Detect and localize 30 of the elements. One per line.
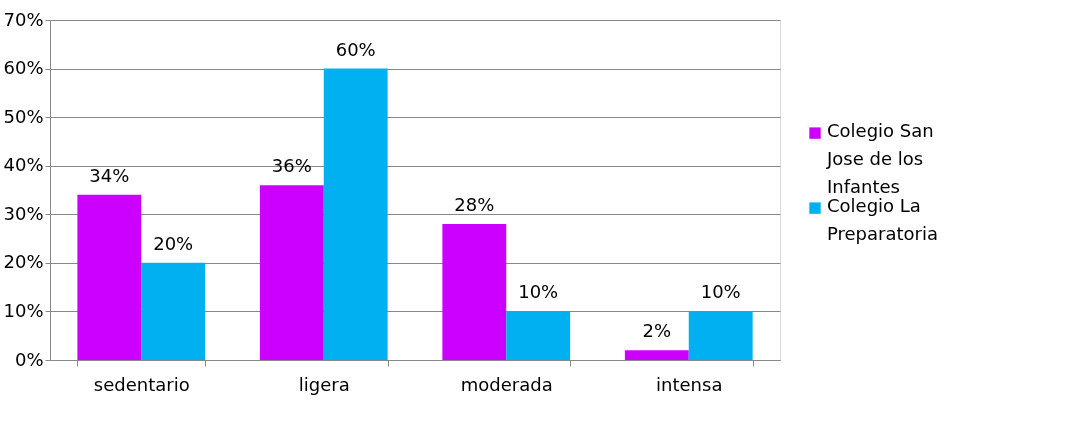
data-label: 10% [518,281,559,303]
data-label: 10% [700,281,741,303]
y-tick-label: 50% [3,105,44,127]
y-tick-label: 0% [14,348,44,370]
bar [506,311,571,360]
y-tick-label: 60% [3,57,44,79]
data-label: 20% [153,232,194,254]
data-label: 2% [642,320,672,342]
x-tick-label: ligera [298,373,350,395]
data-label: 28% [454,194,495,215]
data-label: 34% [89,164,130,186]
x-tick-label: sedentario [93,373,190,395]
x-tick-label: intensa [656,373,723,395]
bar [323,68,388,360]
bar [259,185,324,360]
x-tick-label: moderada [460,373,553,395]
legend-label: Colegio San Jose de los Infantes [826,120,934,198]
y-tick-label: 70% [3,8,44,30]
data-label: 36% [271,155,312,177]
bar [77,194,142,360]
bar [442,224,507,360]
bar [624,350,689,360]
bar [141,262,206,360]
y-tick-label: 10% [3,299,44,321]
bar [688,311,753,360]
data-label: 60% [335,38,376,60]
y-tick-label: 20% [3,251,44,273]
y-tick-label: 30% [3,202,44,224]
y-tick-label: 40% [3,154,44,176]
legend-label: Colegio La Preparatoria [827,195,939,245]
